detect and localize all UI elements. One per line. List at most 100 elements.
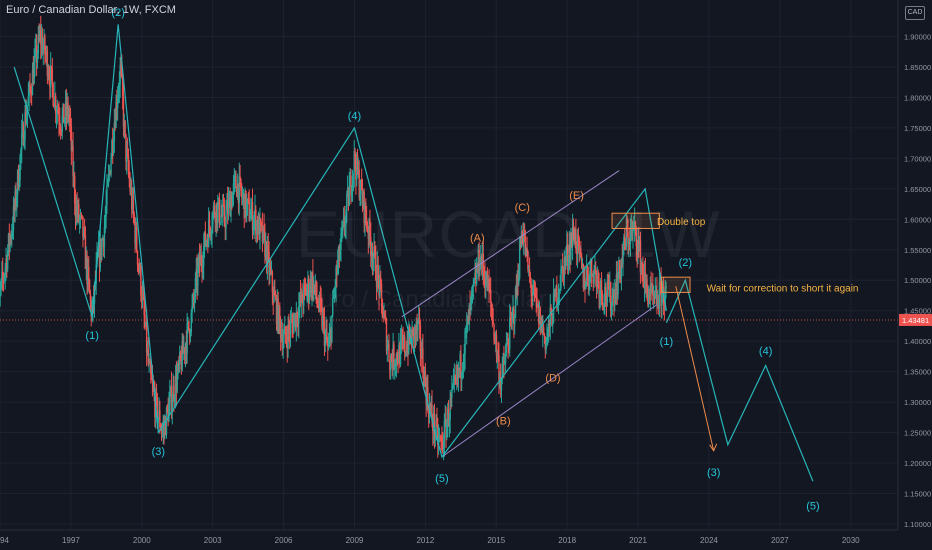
candle xyxy=(206,239,208,242)
candle xyxy=(166,407,169,410)
candle xyxy=(476,268,479,272)
candle xyxy=(470,298,472,306)
candle xyxy=(633,226,635,229)
candle xyxy=(573,236,575,243)
candle xyxy=(182,341,184,354)
candle xyxy=(158,410,160,418)
candle xyxy=(102,238,104,241)
wave-label: (5) xyxy=(806,501,819,513)
candle xyxy=(138,265,140,272)
candle xyxy=(548,320,551,328)
candle xyxy=(406,343,408,354)
candle xyxy=(600,280,603,294)
candle xyxy=(13,206,15,212)
candle xyxy=(268,251,270,275)
x-tick-label: 2009 xyxy=(346,536,364,545)
candle xyxy=(273,291,275,302)
projection-arrowhead xyxy=(709,443,718,452)
candle xyxy=(347,188,350,206)
candle xyxy=(461,370,464,372)
candle xyxy=(241,190,243,198)
candle xyxy=(371,253,374,264)
candle xyxy=(499,377,502,391)
candle xyxy=(110,158,112,175)
wave-label: (C) xyxy=(515,202,530,214)
candle xyxy=(357,169,360,172)
candle xyxy=(520,235,523,248)
candle xyxy=(151,379,154,384)
candle xyxy=(530,282,532,294)
candle xyxy=(243,194,245,218)
candle xyxy=(16,170,19,195)
candle xyxy=(503,360,505,365)
wave-label: (1) xyxy=(660,336,673,348)
candle xyxy=(369,219,371,237)
candle xyxy=(429,405,432,410)
candle xyxy=(536,297,538,305)
candle xyxy=(397,360,399,364)
candle xyxy=(325,331,327,334)
candle xyxy=(322,316,325,320)
candle xyxy=(365,218,368,228)
candle xyxy=(595,272,598,286)
wave-label: (E) xyxy=(569,190,584,202)
candle xyxy=(629,229,632,245)
candle xyxy=(155,392,158,397)
candle xyxy=(554,290,556,297)
candle xyxy=(504,352,507,364)
candle xyxy=(195,269,197,279)
candle xyxy=(186,323,188,354)
candle xyxy=(566,244,569,262)
candle xyxy=(275,298,278,324)
x-tick-label: 1994 xyxy=(0,536,9,545)
candle xyxy=(575,229,577,249)
candle xyxy=(100,239,102,256)
candle xyxy=(297,321,299,324)
candle xyxy=(460,354,462,378)
candle xyxy=(448,419,451,426)
candle xyxy=(270,271,273,273)
candle xyxy=(657,303,659,305)
candle xyxy=(163,428,165,430)
candle xyxy=(424,370,427,384)
wave-label: (3) xyxy=(707,467,720,479)
candle xyxy=(327,342,329,348)
currency-badge[interactable]: CAD xyxy=(905,6,925,20)
candle xyxy=(159,410,161,428)
candle xyxy=(511,311,513,319)
candle xyxy=(423,370,426,387)
candle xyxy=(35,45,37,52)
candle xyxy=(259,218,261,240)
candle xyxy=(167,409,169,422)
candle xyxy=(18,180,20,188)
candle xyxy=(561,266,564,268)
candle xyxy=(316,296,318,302)
candle xyxy=(241,196,244,198)
candle xyxy=(291,319,293,324)
candle xyxy=(207,239,209,247)
candle xyxy=(335,267,337,288)
candle xyxy=(61,115,63,132)
candle xyxy=(430,404,432,410)
candle xyxy=(175,375,178,391)
candle xyxy=(245,190,247,216)
candle xyxy=(401,339,403,341)
candle xyxy=(342,218,345,224)
candle xyxy=(332,298,334,316)
candle xyxy=(571,238,573,246)
candle xyxy=(89,293,92,300)
candle xyxy=(592,274,594,284)
candle xyxy=(107,180,109,186)
candle xyxy=(119,64,121,85)
candle xyxy=(82,216,84,237)
candle xyxy=(314,281,317,289)
candle xyxy=(433,413,436,437)
candle xyxy=(653,294,656,299)
candle xyxy=(74,203,77,218)
candle xyxy=(183,347,186,355)
candle xyxy=(607,281,609,286)
candle xyxy=(455,377,457,380)
candle xyxy=(178,362,180,365)
candle xyxy=(594,267,596,270)
